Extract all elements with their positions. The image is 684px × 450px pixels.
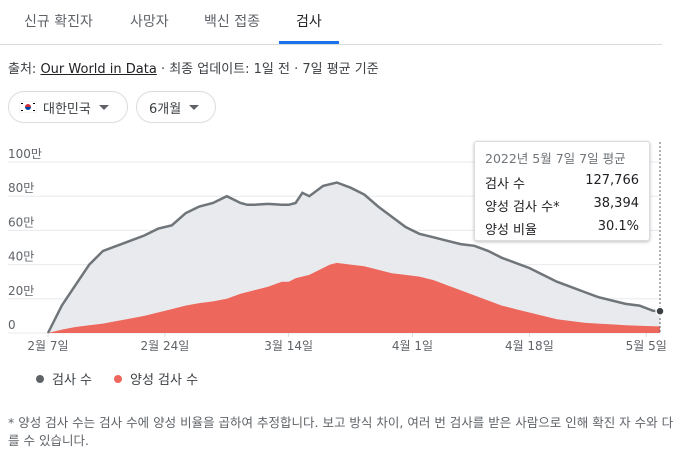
- chart-tooltip: 2022년 5월 7일 7일 평균 검사 수 127,766 양성 검사 수* …: [474, 141, 650, 241]
- period-dropdown[interactable]: 6개월: [136, 91, 216, 123]
- tests-chart: 0 20만 40만 60만 80만 100만 2월 7일 2월 24일 3월 14일 4월 1일…: [8, 142, 667, 353]
- source-line: 출처: Our World in Data · 최종 업데이트: 1일 전 · …: [8, 58, 379, 77]
- source-prefix: 출처:: [8, 62, 37, 77]
- x-axis-labels: 2월 7일 2월 24일 3월 14일 4월 1일 4월 18일 5월 5일: [27, 339, 666, 353]
- tooltip-title: 2022년 5월 7일 7일 평균: [485, 151, 626, 166]
- country-label: 대한민국: [43, 101, 91, 117]
- x-tick-label: 4월 1일: [392, 339, 433, 353]
- legend-tests: 검사 수: [36, 369, 92, 388]
- country-dropdown[interactable]: 대한민국: [8, 91, 128, 123]
- tooltip-label: 검사 수: [485, 177, 526, 192]
- tests-area: [48, 182, 660, 333]
- active-tab-indicator: [279, 41, 339, 44]
- tooltip-label: 양성 비율: [485, 223, 537, 238]
- positives-area: [48, 262, 660, 333]
- x-tick-label: 2월 7일: [27, 339, 68, 353]
- tooltip-label: 양성 검사 수*: [485, 200, 560, 215]
- x-tick-label: 4월 18일: [505, 339, 554, 353]
- tooltip-value: 127,766: [585, 173, 639, 188]
- y-axis-labels: 0 20만 40만 60만 80만 100만: [8, 147, 42, 332]
- x-tick-label: 3월 14일: [264, 339, 313, 353]
- tests-line: [46, 181, 661, 334]
- legend-label: 양성 검사 수: [130, 373, 199, 388]
- tooltip-row-tests: 검사 수 127,766: [485, 173, 639, 192]
- source-suffix: · 최종 업데이트: 1일 전 · 7일 평균 기준: [160, 62, 379, 77]
- tooltip-value: 30.1%: [597, 219, 639, 234]
- x-tick-label: 5월 5일: [626, 339, 667, 353]
- hover-point: [655, 306, 665, 316]
- y-tick-label: 80만: [8, 181, 34, 195]
- tab-bar: 신규 확진자 사망자 백신 접종 검사: [0, 0, 662, 45]
- caret-down-icon: [98, 104, 109, 110]
- tab-vaccinations[interactable]: 백신 접종: [204, 14, 260, 30]
- y-tick-label: 60만: [8, 215, 34, 229]
- tooltip-row-rate: 양성 비율 30.1%: [485, 219, 639, 238]
- x-tick-label: 2월 24일: [140, 339, 189, 353]
- tooltip-value: 38,394: [593, 196, 640, 211]
- y-tick-label: 0: [8, 318, 16, 332]
- legend-dot-positives: [114, 374, 122, 383]
- legend-label: 검사 수: [52, 373, 93, 388]
- tab-tests[interactable]: 검사: [296, 14, 322, 30]
- footnote: * 양성 검사 수는 검사 수에 양성 비율을 곱하여 추정합니다. 보고 방식…: [8, 415, 674, 448]
- source-link[interactable]: Our World in Data: [40, 62, 157, 77]
- y-tick-label: 20만: [8, 284, 34, 298]
- period-label: 6개월: [149, 101, 182, 117]
- y-tick-label: 40만: [8, 250, 34, 264]
- tab-deaths[interactable]: 사망자: [130, 14, 169, 30]
- tooltip-row-positives: 양성 검사 수* 38,394: [485, 196, 640, 215]
- y-tick-label: 100만: [8, 147, 42, 161]
- legend-positives: 양성 검사 수: [114, 369, 198, 388]
- caret-down-icon: [189, 104, 200, 110]
- legend-dot-tests: [36, 374, 44, 383]
- tab-new-cases[interactable]: 신규 확진자: [24, 14, 93, 30]
- korea-flag-icon: [19, 101, 37, 113]
